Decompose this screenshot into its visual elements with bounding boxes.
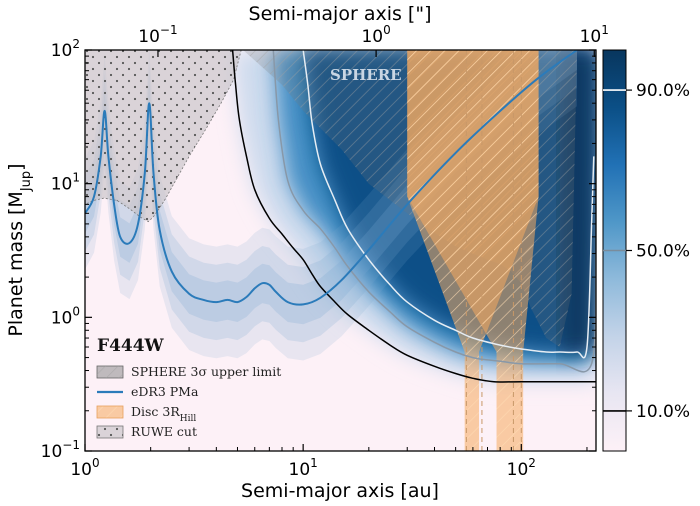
y-tick-label-exp: 0 [72,304,80,318]
x-tick-label: 101 [289,456,318,480]
legend-label: SPHERE 3σ upper limit [131,364,281,379]
sphere-region-label: SPHERE [330,66,402,84]
legend: SPHERE 3σ upper limit eDR3 PMa Disc 3RHill… [96,364,281,439]
colorbar-tick-label: 10.0% [636,402,690,422]
disc-band-2 [407,50,539,451]
legend-swatch-disc [96,405,124,419]
y-tick-label: 10−1 [41,438,80,462]
y-tick-label: 100 [51,304,80,328]
legend-label-sub: Hill [180,414,197,424]
x-tick-label-base: 10 [507,460,529,480]
x-axis-label: Semi-major axis [au] [241,480,439,502]
legend-label-text: SPHERE 3σ upper limit [131,364,281,379]
y-tick-label-exp: 1 [72,171,80,185]
legend-swatch-ruwe [96,425,124,439]
legend-label-text: eDR3 PMa [131,384,199,399]
x-tick-label-base: 10 [289,460,311,480]
top-x-tick-label-exp: 1 [601,23,609,37]
x-tick-label-exp: 0 [92,456,100,470]
contour-lines [85,50,596,383]
y-tick-label-base: 10 [51,41,73,61]
y-tick-label-base: 10 [51,175,73,195]
top-x-tick-label-base: 10 [361,27,383,47]
y-axis-label-main: Planet mass [M [5,191,27,336]
plot-frame [84,49,597,452]
legend-label: eDR3 PMa [131,384,199,399]
top-x-tick-label-base: 10 [138,27,160,47]
y-axis-label: Planet mass [MJup] [5,163,34,336]
plot-area: SPHERE [85,50,596,451]
top-x-tick-label: 100 [361,23,390,47]
colorbar-tick-label: 90.0% [636,81,690,101]
contour-90 [302,50,595,359]
x-tick-label: 100 [70,456,99,480]
contour-10 [231,50,596,383]
y-tick-label-exp: −1 [62,438,80,452]
x-tick-label-base: 10 [70,460,92,480]
x-tick-label-exp: 1 [310,456,318,470]
top-x-tick-label-exp: −1 [160,23,178,37]
top-x-tick-label: 101 [580,23,609,47]
colorbar-ticks: 90.0% 50.0% 10.0% [603,81,690,422]
disc-3rhill-bands [407,50,539,451]
y-tick-label-exp: 2 [72,37,80,51]
top-x-tick-label-exp: 0 [383,23,391,37]
y-tick-label-base: 10 [51,308,73,328]
y-axis-label-close: ] [5,163,27,170]
x-tick-label-exp: 2 [528,456,536,470]
top-x-axis-label: Semi-major axis ["] [249,3,432,25]
legend-label: Disc 3RHill [131,404,196,424]
top-x-tick-label: 10−1 [138,23,177,47]
legend-label: RUWE cut [131,424,197,439]
contour-50 [272,50,596,373]
legend-swatch-sphere-hatch [97,366,123,378]
y-axis-label-sub: Jup [19,171,34,192]
panel-label: F444W [97,336,165,356]
pma-curve [85,50,578,306]
y-tick-label: 101 [51,171,80,195]
y-tick-label: 102 [51,37,80,61]
top-x-tick-label-base: 10 [580,27,602,47]
y-tick-label-base: 10 [41,442,63,462]
legend-label-text: Disc 3R [131,404,180,419]
x-tick-label: 102 [507,456,536,480]
colorbar-tick-label: 50.0% [636,242,690,262]
legend-label-text: RUWE cut [131,424,197,439]
